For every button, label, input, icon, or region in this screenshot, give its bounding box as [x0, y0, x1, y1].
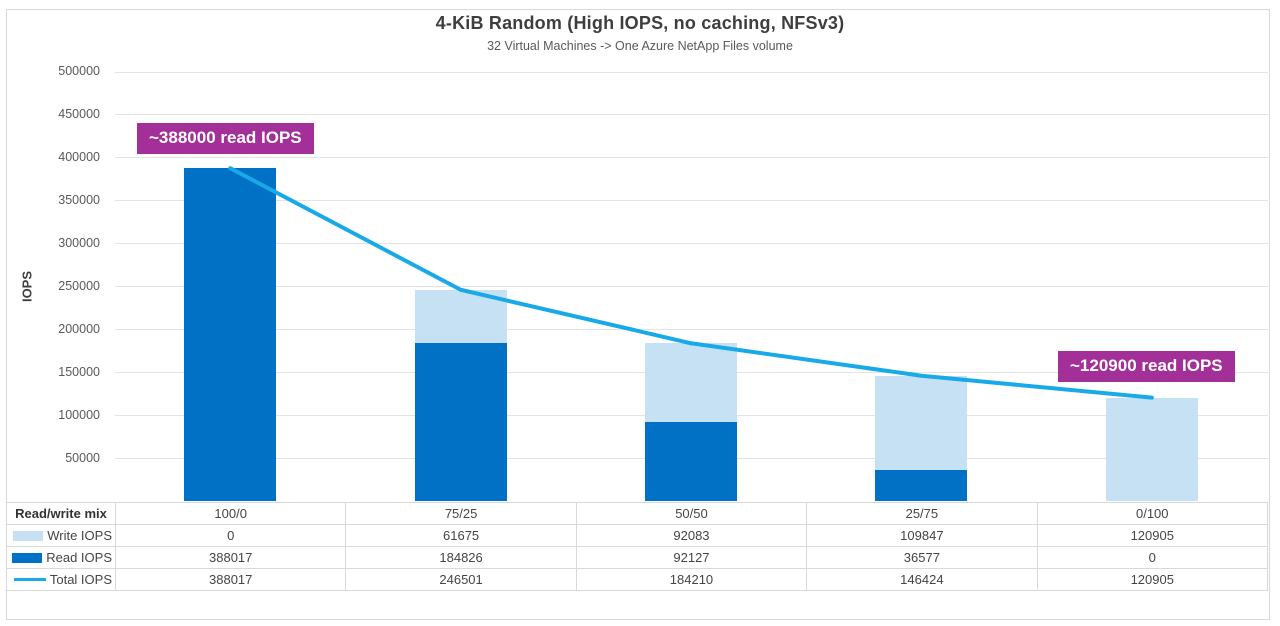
bar-segment-write-iops — [414, 289, 507, 343]
legend-swatch-write-iops — [13, 530, 44, 541]
gridline — [115, 200, 1268, 202]
table-cell: 0 — [1036, 546, 1268, 569]
table-cell: 246501 — [345, 568, 577, 591]
table-cell: 146424 — [806, 568, 1038, 591]
table-row-total-iops-label: Total IOPS — [6, 568, 116, 591]
bar-segment-write-iops — [645, 343, 737, 423]
table-cell: 109847 — [806, 524, 1038, 547]
legend-swatch-total-iops-line — [13, 578, 46, 581]
table-cell: 0 — [114, 524, 347, 547]
y-tick-label: 500000 — [58, 64, 100, 78]
y-tick-label: 250000 — [58, 278, 100, 293]
legend-label-total-iops: Total IOPS — [49, 572, 112, 587]
y-tick-label: 300000 — [58, 235, 100, 250]
table-cell: 100/0 — [114, 502, 347, 525]
table-cell: 184210 — [575, 568, 808, 591]
bar-segment-read-iops — [645, 422, 737, 502]
table-cell: 120905 — [1036, 568, 1268, 591]
annotation-read-iops-high: ~388000 read IOPS — [137, 123, 314, 154]
data-table: Read/write mix 100/0 75/25 50/50 25/75 0/100 W… — [6, 502, 1268, 591]
table-row-read-iops: Read IOPS 388017 184826 92127 36577 0 — [6, 546, 1268, 569]
table-row-total-iops: Total IOPS 388017 246501 184210 146424 120905 — [6, 568, 1268, 591]
table-cell: 388017 — [114, 546, 347, 569]
legend-label-write-iops: Write IOPS — [47, 528, 112, 543]
table-cell: 61675 — [345, 524, 577, 547]
y-tick-label: 400000 — [58, 149, 100, 164]
gridline — [115, 286, 1268, 288]
chart-subtitle: 32 Virtual Machines -> One Azure NetApp … — [487, 39, 793, 53]
gridline — [115, 243, 1268, 245]
table-cell: 92127 — [575, 546, 808, 569]
gridline — [115, 114, 1268, 116]
bar-segment-write-iops — [1105, 397, 1198, 502]
table-cell: 388017 — [114, 568, 347, 591]
table-cell: 120905 — [1036, 524, 1268, 547]
bar-segment-read-iops — [414, 342, 507, 502]
table-row-read-write-mix-label: Read/write mix — [6, 502, 116, 525]
bar-segment-read-iops — [875, 470, 968, 502]
chart-title: 4-KiB Random (High IOPS, no caching, NFS… — [435, 13, 845, 33]
table-cell: 36577 — [806, 546, 1038, 569]
bar-segment-write-iops — [875, 375, 968, 471]
y-tick-label: 50000 — [65, 450, 100, 465]
table-cell: 0/100 — [1036, 502, 1268, 525]
bar-segment-read-iops — [184, 168, 277, 502]
table-row-read-write-mix: Read/write mix 100/0 75/25 50/50 25/75 0/100 — [6, 502, 1268, 525]
gridline — [115, 71, 1268, 73]
table-row-write-iops-label: Write IOPS — [6, 524, 116, 547]
annotation-read-iops-low: ~120900 read IOPS — [1058, 351, 1235, 382]
y-tick-label: 200000 — [58, 321, 100, 336]
gridline — [115, 157, 1268, 159]
y-tick-label: 450000 — [58, 106, 100, 121]
table-cell: 184826 — [345, 546, 577, 569]
table-cell: 25/75 — [806, 502, 1038, 525]
table-row-write-iops: Write IOPS 0 61675 92083 109847 120905 — [6, 524, 1268, 547]
y-tick-label: 350000 — [58, 192, 100, 207]
y-tick-label: 150000 — [58, 364, 100, 379]
legend-swatch-read-iops — [12, 552, 43, 563]
legend-label-read-iops: Read IOPS — [46, 550, 112, 565]
y-tick-label: 100000 — [58, 407, 100, 422]
table-cell: 50/50 — [575, 502, 808, 525]
table-cell: 92083 — [575, 524, 808, 547]
table-cell: 75/25 — [345, 502, 577, 525]
table-row-read-iops-label: Read IOPS — [6, 546, 116, 569]
gridline — [115, 329, 1268, 331]
